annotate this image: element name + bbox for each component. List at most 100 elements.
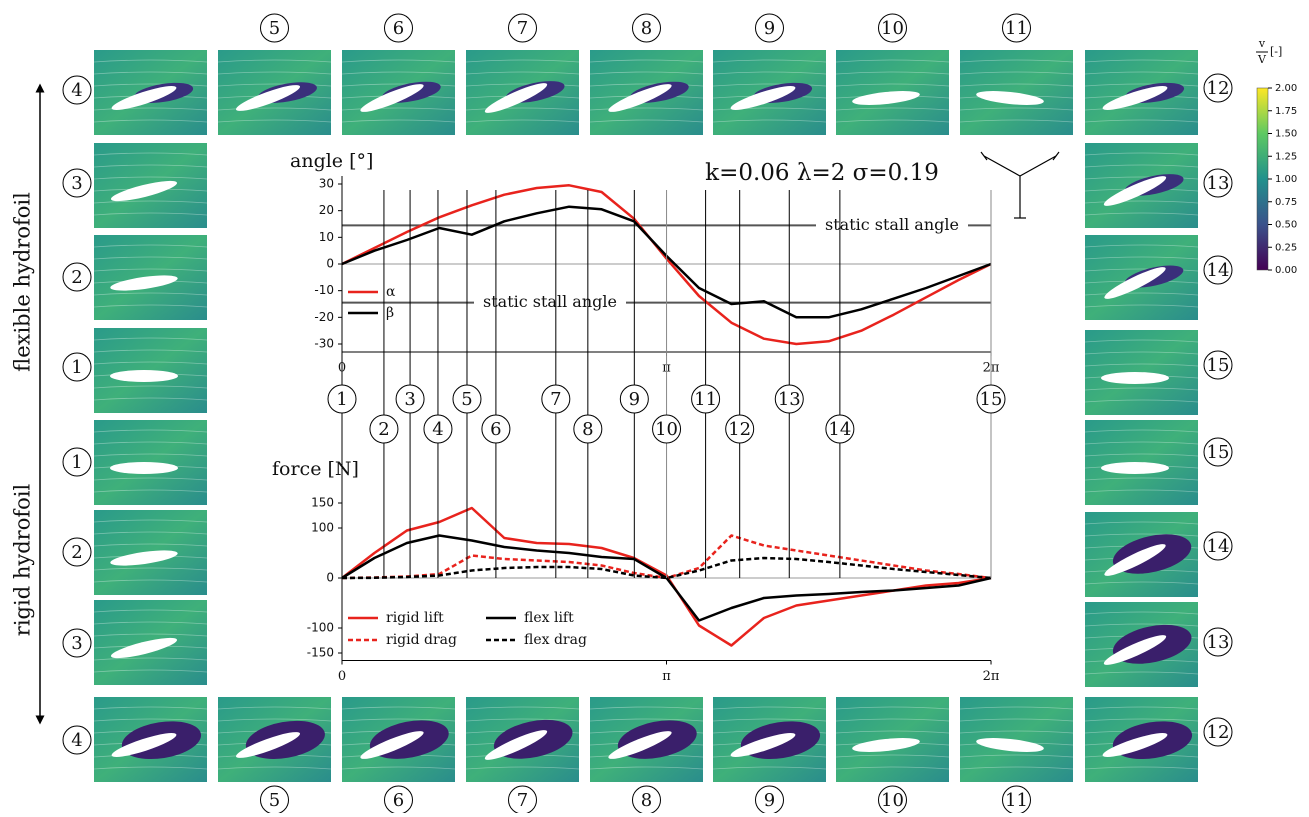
phase-label: 3 — [71, 173, 82, 194]
x-tick-label: π — [662, 669, 671, 684]
streamline — [1084, 107, 1199, 111]
y-tick-label: 0 — [326, 571, 334, 585]
flow-tile — [589, 697, 704, 782]
streamline — [93, 567, 208, 571]
phase-label: 3 — [404, 389, 415, 410]
phase-label: 4 — [432, 419, 443, 440]
streamline — [835, 83, 950, 87]
legend-label: flex drag — [524, 632, 587, 648]
phase-label: 9 — [764, 790, 775, 811]
streamline — [1084, 292, 1199, 296]
phase-circle — [62, 352, 92, 382]
phase-circle — [725, 414, 755, 444]
streamline — [1084, 399, 1199, 403]
colorbar-num: v — [1258, 37, 1266, 50]
phase-label: 8 — [641, 790, 652, 811]
flow-tile — [465, 50, 580, 135]
streamline — [465, 83, 580, 87]
streamline — [1084, 706, 1199, 710]
airfoil — [110, 637, 178, 659]
colorbar-tick-label: 1.25 — [1275, 151, 1297, 162]
airfoil — [111, 733, 177, 757]
colorbar-tick-label: 2.00 — [1275, 83, 1297, 94]
colorbar-tick-label: 0.00 — [1275, 265, 1297, 276]
phase-circle — [1002, 13, 1031, 43]
phase-label: 10 — [881, 790, 904, 811]
streamline — [1084, 304, 1199, 308]
phase-circle — [1203, 717, 1233, 747]
flow-tile — [93, 235, 208, 320]
airfoil — [1104, 544, 1166, 576]
phase-circle — [825, 414, 855, 444]
streamline — [712, 766, 827, 770]
flow-tile — [93, 510, 208, 595]
stall-label: static stall angle — [825, 215, 959, 234]
phase-label: 12 — [728, 419, 751, 440]
streamline — [835, 706, 950, 710]
streamline — [93, 304, 208, 308]
flow-tile — [93, 328, 208, 413]
y-tick-label: -20 — [314, 310, 334, 324]
phase-label: 6 — [393, 18, 404, 39]
streamline — [1084, 176, 1199, 180]
colorbar-tick-label: 1.50 — [1275, 129, 1297, 140]
streamline — [589, 766, 704, 770]
phase-circle — [1203, 437, 1233, 467]
phase-circle — [369, 414, 399, 444]
streamline — [589, 71, 704, 75]
flow-tile — [217, 50, 332, 135]
phase-circle — [62, 168, 92, 198]
phase-circle — [327, 384, 357, 414]
legend-label: β — [386, 305, 394, 321]
flow-tile — [835, 697, 950, 782]
y-tick-label: -30 — [314, 337, 334, 351]
streamline — [93, 244, 208, 248]
streamline — [93, 657, 208, 661]
streamline — [1084, 244, 1199, 248]
phase-label: 6 — [490, 419, 501, 440]
phase-label: 14 — [1207, 536, 1230, 557]
phase-circle — [1203, 531, 1233, 561]
streamline — [93, 706, 208, 710]
y-tick-label: -100 — [307, 621, 334, 635]
streamline — [589, 119, 704, 123]
flow-tile — [1084, 143, 1199, 228]
airfoil — [852, 91, 920, 105]
phase-label: 11 — [1005, 18, 1028, 39]
flow-tile — [959, 50, 1074, 135]
streamline — [1084, 363, 1199, 367]
flow-tile — [465, 697, 580, 782]
streamline — [217, 706, 332, 710]
streamline — [712, 71, 827, 75]
streamline — [217, 59, 332, 63]
flow-tile — [93, 143, 208, 228]
airfoil — [1104, 267, 1166, 299]
airfoil — [484, 730, 548, 760]
phase-label: 7 — [550, 389, 561, 410]
y-tick-label: 10 — [319, 230, 334, 244]
streamline — [1084, 59, 1199, 63]
phase-label: 1 — [71, 357, 82, 378]
y-tick-label: 0 — [326, 257, 334, 271]
phase-label: 1 — [71, 452, 82, 473]
flow-tile — [217, 697, 332, 782]
flow-tile — [1084, 50, 1199, 135]
phase-circle — [976, 384, 1006, 414]
phase-label: 6 — [393, 790, 404, 811]
tripod — [980, 151, 1060, 219]
phase-circle — [1203, 350, 1233, 380]
streamline — [1084, 718, 1199, 722]
phase-circle — [260, 13, 289, 43]
phase-label: 5 — [269, 18, 280, 39]
flow-tile — [835, 50, 950, 135]
streamline — [93, 429, 208, 433]
flow-tile — [93, 50, 208, 135]
streamline — [589, 59, 704, 63]
y-tick-label: 20 — [319, 203, 334, 217]
phase-label: 8 — [641, 18, 652, 39]
phase-label: 4 — [71, 80, 82, 101]
streamline — [93, 385, 208, 389]
streamline — [1084, 453, 1199, 457]
streamline — [835, 730, 950, 734]
phase-circle — [62, 725, 92, 755]
